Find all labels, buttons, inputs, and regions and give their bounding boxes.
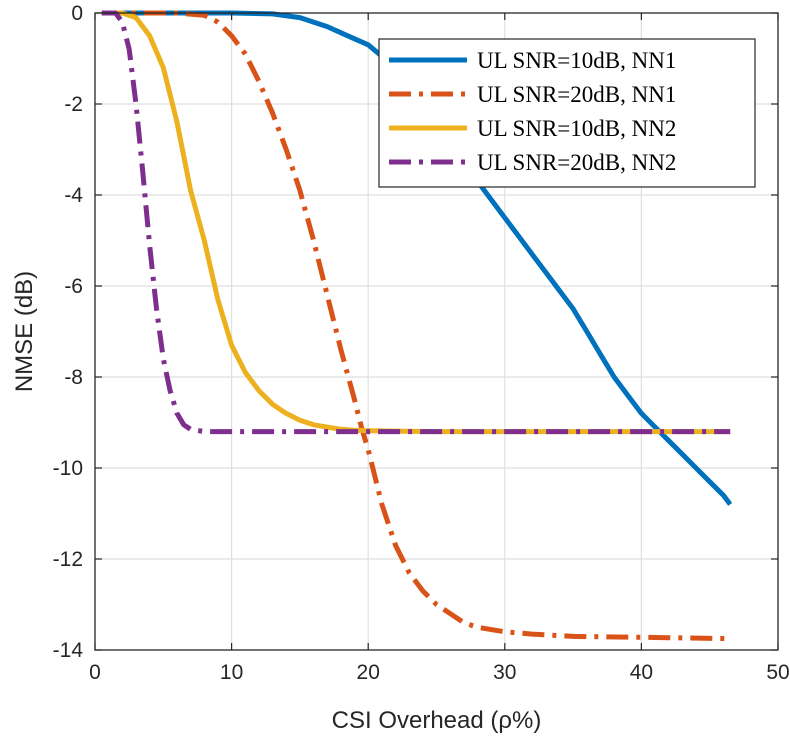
x-axis-title: CSI Overhead (ρ%): [332, 707, 542, 734]
legend-label: UL SNR=10dB, NN2: [477, 116, 676, 141]
y-tick-label: -10: [53, 457, 83, 480]
y-tick-label: -4: [64, 184, 83, 207]
series-line-2: [101, 10, 731, 642]
y-tick-label: -14: [53, 639, 84, 662]
y-tick-label: -8: [64, 366, 83, 389]
y-tick-label: -12: [53, 548, 83, 571]
legend-label: UL SNR=20dB, NN2: [477, 150, 676, 175]
y-axis-title: NMSE (dB): [11, 271, 38, 392]
x-tick-label: 10: [220, 661, 243, 684]
axis-ticks: 0 10 20 30 40 50 0 -2 -4 -6 -8 -10 -12 -14: [53, 2, 790, 684]
series-lines: [101, 10, 733, 642]
legend: UL SNR=10dB, NN1 UL SNR=20dB, NN1 UL SNR=1…: [378, 38, 756, 188]
x-tick-label: 20: [357, 661, 380, 684]
x-tick-label: 40: [630, 661, 653, 684]
series-line-4: [101, 10, 731, 435]
y-tick-label: -6: [64, 275, 83, 298]
x-tick-label: 0: [89, 661, 101, 684]
legend-label: UL SNR=10dB, NN1: [477, 48, 676, 73]
x-tick-label: 50: [766, 661, 789, 684]
x-tick-label: 30: [493, 661, 516, 684]
y-tick-label: 0: [71, 2, 83, 25]
y-tick-label: -2: [64, 93, 83, 116]
plot-area-frame: [94, 12, 779, 651]
legend-label: UL SNR=20dB, NN1: [477, 82, 676, 107]
